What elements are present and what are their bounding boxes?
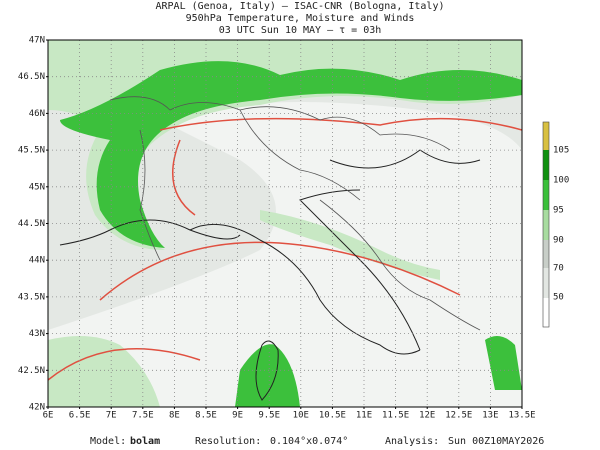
lon-label: 9E (232, 411, 243, 421)
header-line: ARPAL (Genoa, Italy) — ISAC-CNR (Bologna… (156, 1, 445, 12)
humidity-low (48, 102, 522, 407)
colorbar-label: 105 (553, 146, 569, 156)
colorbar-label: 95 (553, 206, 564, 216)
lat-label: 43.5N (18, 292, 45, 302)
colorbar-segment (543, 298, 549, 327)
lon-label: 6E (43, 411, 54, 421)
lon-label: 8.5E (195, 411, 217, 421)
colorbar-segment (543, 268, 549, 298)
colorbar-segment (543, 240, 549, 268)
colorbar-label: 70 (553, 264, 564, 274)
footer-value: 0.104°x0.074° (270, 436, 348, 447)
header-line: 950hPa Temperature, Moisture and Winds (186, 13, 415, 24)
header-line: 03 UTC Sun 10 MAY — τ = 03h (219, 25, 382, 36)
lon-label: 12E (419, 411, 435, 421)
coastline (59, 149, 481, 401)
lon-label: 13.5E (508, 411, 535, 421)
lat-label: 43N (29, 329, 45, 339)
humidity-high (485, 336, 522, 390)
isotherm (48, 117, 522, 381)
humidity-mid (260, 210, 440, 280)
colorbar-segment (543, 210, 549, 240)
lat-label: 46.5N (18, 72, 45, 82)
graticule (48, 40, 522, 407)
lon-label: 6.5E (69, 411, 91, 421)
colorbar-label: 90 (553, 236, 564, 246)
footer-label: Resolution: (195, 436, 261, 447)
lat-label: 42N (29, 403, 45, 413)
lon-label: 10E (293, 411, 309, 421)
footer-value: Sun 00Z10MAY2026 (448, 436, 544, 447)
footer-label: Model: (90, 436, 126, 447)
lon-label: 8E (169, 411, 180, 421)
lon-label: 9.5E (258, 411, 280, 421)
lat-label: 44.5N (18, 219, 45, 229)
lat-label: 42.5N (18, 366, 45, 376)
lon-label: 11.5E (382, 411, 409, 421)
lat-label: 44N (29, 256, 45, 266)
footer-value: bolam (130, 436, 160, 447)
colorbar-segment (543, 180, 549, 210)
humidity-mid (48, 336, 160, 407)
lon-label: 7.5E (132, 411, 154, 421)
footer-label: Analysis: (385, 436, 439, 447)
lon-label: 11E (356, 411, 372, 421)
colorbar-label: 50 (553, 293, 564, 303)
lat-label: 45.5N (18, 146, 45, 156)
colorbar-segment (543, 150, 549, 180)
humidity-high (235, 344, 300, 407)
colorbar-segment (543, 122, 549, 150)
lon-label: 13E (482, 411, 498, 421)
border (109, 96, 481, 331)
lon-label: 10.5E (319, 411, 346, 421)
colorbar (542, 121, 550, 328)
lon-label: 12.5E (445, 411, 472, 421)
lat-label: 45N (29, 182, 45, 192)
lon-label: 7E (106, 411, 117, 421)
lat-label: 47N (29, 36, 45, 46)
colorbar-frame (542, 121, 550, 328)
colorbar-label: 100 (553, 176, 569, 186)
lat-label: 46N (29, 109, 45, 119)
map-area (47, 39, 523, 408)
